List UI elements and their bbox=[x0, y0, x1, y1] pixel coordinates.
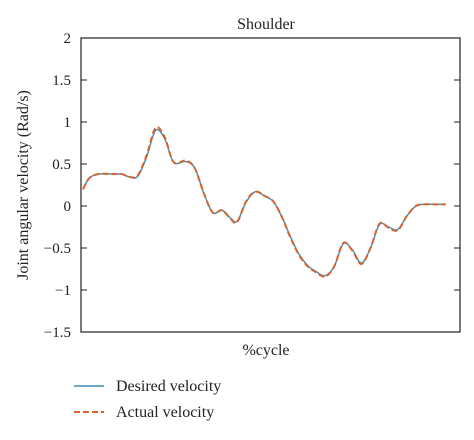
y-tick-label: −1.5 bbox=[44, 325, 71, 341]
y-tick-label: 1.5 bbox=[52, 73, 71, 89]
series-line-actual bbox=[82, 126, 446, 278]
x-axis-label: %cycle bbox=[242, 342, 289, 359]
series-line-desired bbox=[82, 128, 446, 277]
legend: Desired velocity Actual velocity bbox=[74, 378, 221, 421]
y-tick-label: −1 bbox=[55, 283, 71, 299]
plot-area-frame bbox=[80, 37, 461, 333]
y-tick-label: −0.5 bbox=[44, 241, 71, 257]
y-tick-label: 0 bbox=[64, 199, 72, 215]
y-axis-ticks: 2 1.5 1 0.5 0 −0.5 −1 −1.5 bbox=[44, 31, 460, 341]
chart-title: Shoulder bbox=[237, 16, 295, 33]
y-axis-label: Joint angular velocity (Rad/s) bbox=[15, 90, 32, 280]
y-tick-label: 2 bbox=[64, 31, 72, 47]
legend-label-desired: Desired velocity bbox=[116, 378, 221, 395]
y-tick-label: 0.5 bbox=[52, 157, 71, 173]
series-layer bbox=[82, 126, 446, 278]
y-tick-label: 1 bbox=[64, 115, 72, 131]
legend-label-actual: Actual velocity bbox=[116, 404, 214, 421]
